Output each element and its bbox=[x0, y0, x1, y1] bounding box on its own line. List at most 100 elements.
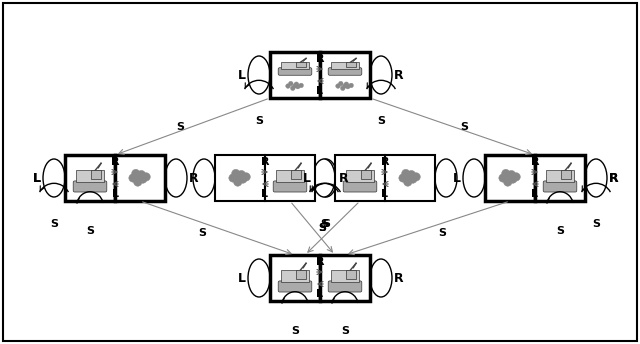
Ellipse shape bbox=[463, 159, 485, 197]
Text: L: L bbox=[452, 172, 460, 184]
Bar bbox=[92, 170, 101, 179]
Text: S: S bbox=[86, 226, 94, 236]
Circle shape bbox=[137, 170, 145, 179]
Text: L: L bbox=[302, 172, 310, 184]
Circle shape bbox=[346, 84, 350, 89]
Text: S: S bbox=[320, 219, 328, 229]
Ellipse shape bbox=[370, 259, 392, 297]
Ellipse shape bbox=[313, 159, 335, 197]
Bar bbox=[335, 155, 385, 201]
Bar bbox=[270, 52, 320, 98]
Text: L: L bbox=[33, 172, 40, 184]
Text: R: R bbox=[260, 157, 269, 167]
Ellipse shape bbox=[585, 159, 607, 197]
Text: S: S bbox=[198, 228, 207, 238]
Text: S: S bbox=[592, 219, 600, 229]
Circle shape bbox=[296, 84, 300, 89]
Ellipse shape bbox=[248, 56, 270, 94]
Circle shape bbox=[402, 169, 410, 178]
Circle shape bbox=[509, 175, 517, 183]
FancyBboxPatch shape bbox=[343, 181, 377, 192]
Text: S: S bbox=[341, 326, 349, 336]
Bar bbox=[385, 155, 435, 201]
Circle shape bbox=[344, 82, 349, 86]
Text: L: L bbox=[237, 271, 245, 284]
Circle shape bbox=[142, 173, 150, 181]
Text: S: S bbox=[255, 116, 263, 126]
Circle shape bbox=[229, 174, 237, 182]
Text: L: L bbox=[317, 86, 323, 96]
Circle shape bbox=[407, 170, 415, 179]
Bar bbox=[362, 170, 371, 179]
Circle shape bbox=[499, 174, 507, 182]
Text: S: S bbox=[377, 116, 385, 126]
Circle shape bbox=[336, 84, 340, 88]
Ellipse shape bbox=[165, 159, 187, 197]
FancyBboxPatch shape bbox=[278, 281, 312, 292]
Bar bbox=[281, 270, 309, 282]
Text: S: S bbox=[556, 226, 564, 236]
Circle shape bbox=[508, 170, 516, 179]
Text: S: S bbox=[322, 219, 330, 229]
Circle shape bbox=[129, 174, 137, 182]
Circle shape bbox=[234, 178, 242, 186]
Text: R: R bbox=[381, 157, 389, 167]
Circle shape bbox=[136, 173, 144, 182]
Ellipse shape bbox=[248, 259, 270, 297]
Circle shape bbox=[292, 84, 297, 88]
Bar bbox=[296, 270, 306, 279]
Circle shape bbox=[406, 173, 414, 182]
Bar bbox=[270, 255, 320, 301]
Text: S: S bbox=[438, 228, 447, 238]
Text: L: L bbox=[531, 189, 538, 199]
Bar bbox=[331, 62, 359, 69]
Bar bbox=[76, 170, 104, 182]
Circle shape bbox=[289, 81, 293, 86]
FancyBboxPatch shape bbox=[328, 68, 362, 75]
FancyBboxPatch shape bbox=[273, 181, 307, 192]
Bar bbox=[331, 270, 359, 282]
Circle shape bbox=[239, 175, 247, 183]
Bar bbox=[346, 62, 356, 67]
Circle shape bbox=[134, 178, 142, 186]
Circle shape bbox=[512, 173, 520, 181]
Text: R: R bbox=[111, 157, 119, 167]
Bar bbox=[535, 155, 585, 201]
Circle shape bbox=[285, 84, 291, 88]
Circle shape bbox=[404, 178, 412, 186]
Circle shape bbox=[139, 175, 147, 183]
FancyBboxPatch shape bbox=[73, 181, 107, 192]
Circle shape bbox=[232, 169, 240, 178]
Bar bbox=[320, 52, 370, 98]
Ellipse shape bbox=[43, 159, 65, 197]
Text: S: S bbox=[50, 219, 58, 229]
Text: L: L bbox=[237, 68, 245, 82]
Circle shape bbox=[294, 82, 299, 86]
Ellipse shape bbox=[315, 159, 337, 197]
Circle shape bbox=[408, 175, 417, 183]
Circle shape bbox=[412, 173, 420, 181]
Bar bbox=[265, 155, 315, 201]
Bar bbox=[485, 155, 535, 201]
Text: S: S bbox=[319, 223, 326, 233]
Circle shape bbox=[237, 170, 246, 179]
Text: R: R bbox=[189, 172, 198, 184]
Bar bbox=[346, 270, 356, 279]
FancyBboxPatch shape bbox=[543, 181, 577, 192]
Circle shape bbox=[506, 173, 514, 182]
Ellipse shape bbox=[193, 159, 215, 197]
Circle shape bbox=[339, 81, 343, 86]
Circle shape bbox=[343, 84, 348, 88]
Bar bbox=[291, 170, 301, 179]
Bar bbox=[320, 255, 370, 301]
Circle shape bbox=[299, 83, 303, 88]
Bar bbox=[546, 170, 574, 182]
Bar bbox=[65, 155, 115, 201]
Bar bbox=[281, 62, 309, 69]
Bar bbox=[346, 170, 374, 182]
Circle shape bbox=[236, 173, 244, 182]
Circle shape bbox=[132, 169, 140, 178]
FancyBboxPatch shape bbox=[328, 281, 362, 292]
Text: L: L bbox=[33, 172, 40, 184]
Text: R: R bbox=[531, 157, 540, 167]
